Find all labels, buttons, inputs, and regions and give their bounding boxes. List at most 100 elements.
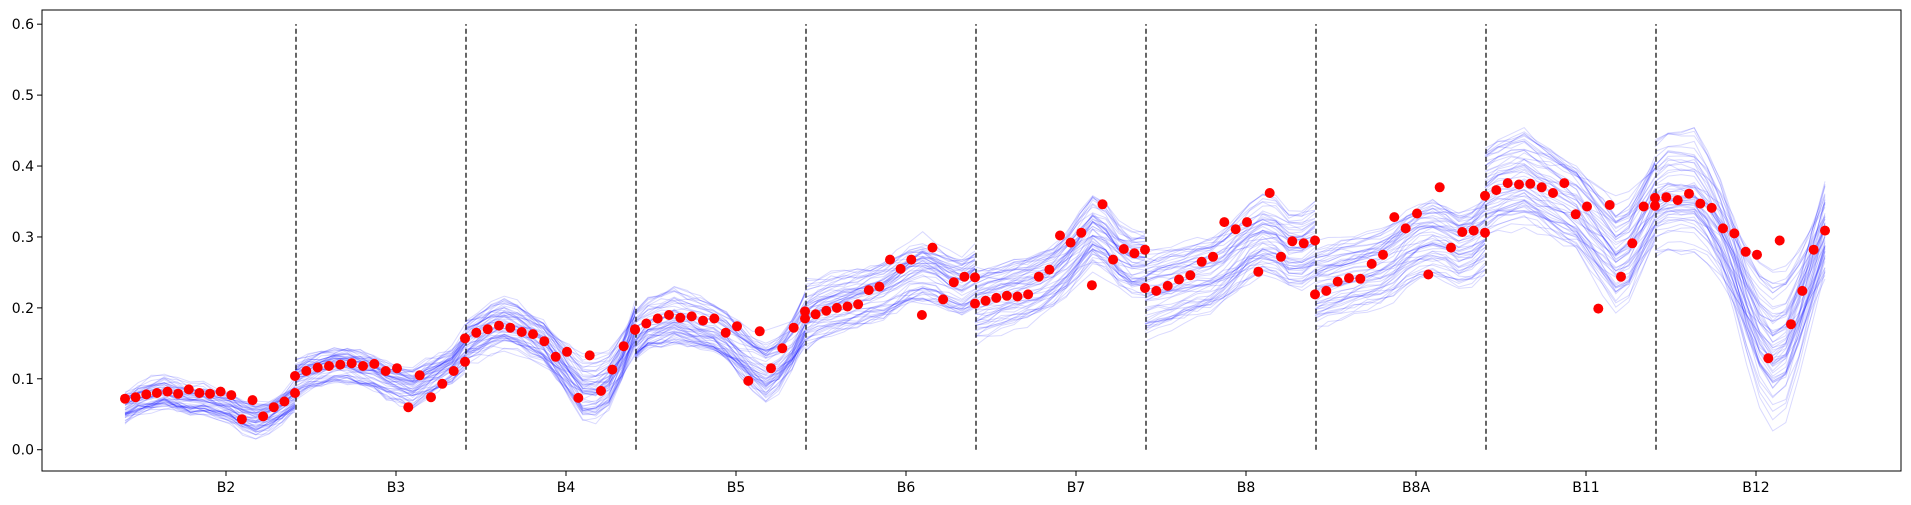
ensemble-line (974, 234, 1146, 296)
x-tick-label: B3 (387, 480, 406, 496)
ensemble-line (124, 400, 296, 427)
observed-point (1491, 185, 1502, 196)
ensemble-line (124, 402, 296, 426)
observed-point (335, 359, 346, 370)
ensemble-line (1314, 205, 1486, 280)
ensemble-line (1654, 216, 1826, 322)
ensemble-line (634, 331, 806, 391)
observed-point (1638, 201, 1649, 212)
ensemble-line (634, 298, 806, 350)
ensemble-line (1484, 140, 1656, 224)
ensemble-line (974, 234, 1146, 278)
observed-point (1570, 209, 1581, 220)
ensemble-line (464, 306, 636, 377)
ensemble-line (804, 292, 976, 349)
ensemble-line (634, 331, 806, 403)
ensemble-line (294, 367, 466, 397)
ensemble-line (634, 305, 806, 352)
ensemble-line (464, 315, 636, 361)
ensemble-line (1654, 219, 1826, 379)
ensemble-line (1654, 132, 1826, 343)
ensemble-line (1484, 138, 1656, 219)
observed-point (290, 371, 300, 381)
x-tick-label: B2 (217, 480, 236, 496)
ensemble-line (1144, 247, 1316, 329)
ensemble-line (974, 214, 1146, 282)
observed-point (1514, 179, 1524, 190)
ensemble-line (634, 333, 806, 396)
ensemble-line (1484, 180, 1656, 272)
observed-point (1774, 235, 1785, 246)
ensemble-line (804, 262, 976, 307)
ensemble-line (804, 251, 976, 315)
ensemble-line (1484, 166, 1656, 238)
ensemble-line (974, 225, 1146, 288)
ensemble-line (294, 346, 466, 402)
ensemble-line (634, 326, 806, 387)
ensemble-line (124, 397, 296, 436)
observed-point (1423, 269, 1434, 280)
ensemble-line (464, 299, 636, 404)
ensemble-line (1144, 231, 1316, 278)
ensemble-line (1144, 213, 1316, 299)
ensemble-line (804, 297, 976, 332)
ensemble-line (1144, 232, 1316, 282)
ensemble-line (804, 257, 976, 318)
ensemble-line (974, 253, 1146, 324)
observed-point (1055, 230, 1065, 241)
ensemble-line (1144, 252, 1316, 296)
ensemble-line (1654, 168, 1826, 390)
observed-point (312, 362, 323, 373)
observed-point (1389, 212, 1400, 223)
ensemble-line (294, 357, 466, 383)
observed-point (1174, 274, 1184, 285)
ensemble-line (1144, 269, 1316, 335)
observed-point (1276, 251, 1286, 262)
observed-point (938, 294, 949, 305)
ensemble-line (1314, 249, 1486, 318)
ensemble-line (634, 337, 806, 396)
ensemble-line (974, 235, 1146, 280)
observed-point (584, 350, 595, 361)
ensemble-line (1484, 184, 1656, 241)
ensemble-line (1314, 213, 1486, 256)
ensemble-line (124, 398, 296, 436)
ensemble-line (1654, 185, 1826, 398)
ensemble-line (464, 318, 636, 409)
observed-point (895, 263, 906, 274)
ensemble-line (1484, 183, 1656, 258)
ensemble-line (1144, 249, 1316, 288)
ensemble-line (1484, 131, 1656, 217)
observed-point (1162, 280, 1173, 291)
observed-point (743, 375, 754, 386)
ensemble-line (1144, 261, 1316, 316)
ensemble-line (1484, 188, 1656, 260)
observed-point (1287, 236, 1298, 247)
ensemble-line (1144, 223, 1316, 300)
observed-point (426, 392, 436, 403)
ensemble-line (804, 265, 976, 308)
ensemble-line (464, 315, 636, 394)
ensemble-line (1314, 249, 1486, 315)
ensemble-line (1314, 219, 1486, 303)
observed-point (1650, 192, 1660, 203)
ensemble-line (1484, 169, 1656, 264)
ensemble-line (464, 295, 636, 391)
ensemble-line (1144, 269, 1316, 313)
ensemble-line (1144, 218, 1316, 282)
ensemble-line (294, 344, 466, 379)
ensemble-line (1654, 216, 1826, 358)
ensemble-line (1314, 201, 1486, 274)
ensemble-line (294, 344, 466, 393)
ensemble-line (1484, 204, 1656, 271)
ensemble-line (1484, 185, 1656, 285)
ensemble-line (1484, 210, 1656, 289)
ensemble-line (1654, 197, 1826, 310)
ensemble-line (1654, 198, 1826, 317)
ensemble-line (804, 248, 976, 312)
ensemble-line (804, 298, 976, 340)
ensemble-line (1654, 195, 1826, 315)
ensemble-line (1144, 250, 1316, 291)
observed-point (194, 388, 205, 398)
ensemble-line (1654, 146, 1826, 357)
